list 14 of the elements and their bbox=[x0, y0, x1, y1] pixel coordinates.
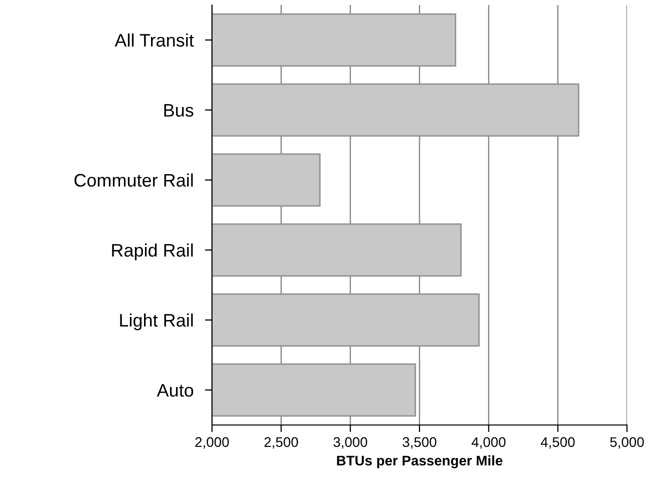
y-tick-label: Light Rail bbox=[120, 313, 193, 330]
x-tick-label: 2,000 bbox=[195, 437, 229, 449]
x-tick-label: 5,000 bbox=[610, 437, 644, 449]
x-axis-title: BTUs per Passenger Mile bbox=[337, 455, 502, 468]
x-tick-label: 4,000 bbox=[472, 437, 506, 449]
y-tick-label: Bus bbox=[164, 104, 194, 117]
y-tick-label: All Transit bbox=[114, 33, 194, 47]
x-tick-label: 2,500 bbox=[264, 437, 298, 449]
y-tick-label: Auto bbox=[156, 384, 194, 397]
y-tick-label: Commuter Rail bbox=[74, 173, 193, 187]
x-tick-label: 3,000 bbox=[333, 437, 368, 449]
x-tick-label: 3,500 bbox=[402, 437, 436, 449]
y-tick-label: Rapid Rail bbox=[112, 243, 193, 260]
x-tick-label: 4,500 bbox=[540, 437, 575, 449]
